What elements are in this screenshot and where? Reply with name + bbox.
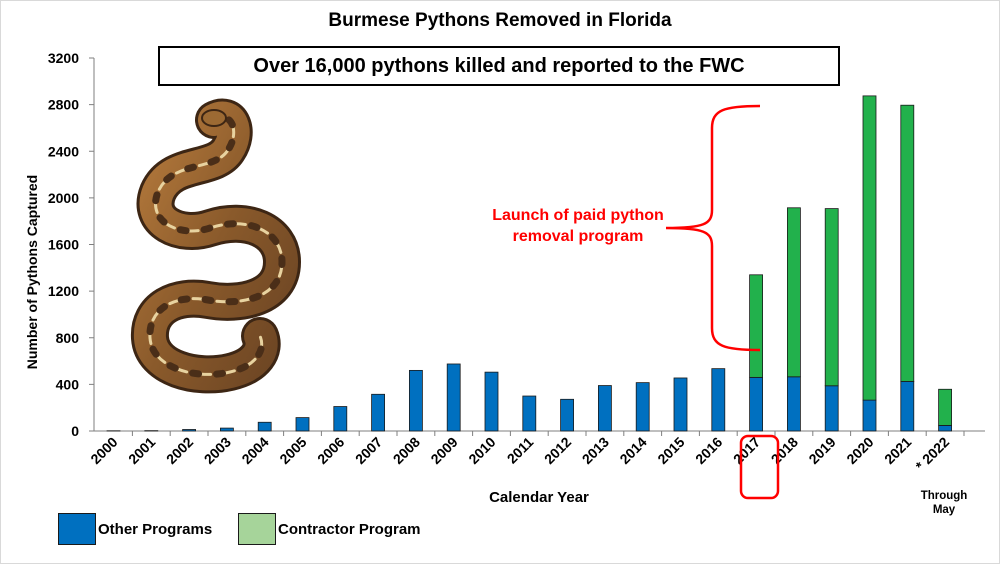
legend-label-contractor-program: Contractor Program [278,520,421,538]
x-tick-label: 2002 [163,434,196,467]
footnote: Through May [918,489,970,517]
x-tick-label: 2004 [238,434,271,467]
bar-other-programs-2012 [560,398,574,432]
y-tick-label: 800 [56,330,80,346]
bar-other-programs-2007 [371,393,386,432]
y-tick-label: 2000 [48,190,79,206]
x-axis-label: Calendar Year [489,489,589,506]
bar-contractor-program-2017 [749,274,763,378]
bar-other-programs-2020 [862,399,877,432]
bar-other-programs-2018 [787,376,801,432]
bar-other-programs-2022 [938,425,952,432]
footnote-line-1: Through [920,490,968,502]
bar-contractor-program-2021 [900,104,915,382]
x-tick-label: 2009 [427,434,460,467]
x-tick-label: * 2022 [912,434,952,474]
y-tick-label: 0 [71,423,79,439]
bar-other-programs-2015 [673,377,688,432]
legend-swatch-other-programs [58,513,96,545]
bar-other-programs-2008 [408,369,423,432]
x-tick-label: 2001 [125,434,158,467]
chart-title: Burmese Pythons Removed in Florida [328,10,672,31]
bar-other-programs-2017 [749,376,763,432]
highlight-2017-box [739,434,780,500]
bar-other-programs-2006 [333,406,348,432]
x-tick-label: 2018 [768,434,801,467]
bar-other-programs-2016 [711,368,726,432]
legend-item-contractor-program: Contractor Program [238,512,421,546]
bar-other-programs-2005 [295,417,310,432]
y-axis-label: Number of Pythons Captured [24,175,40,369]
x-tick-label: 2008 [390,434,423,467]
footnote-line-2: May [932,504,956,516]
y-tick-label: 2800 [48,97,79,113]
python-illustration [131,98,302,394]
x-tick-label: 2005 [276,434,309,467]
bar-other-programs-2014 [635,382,650,432]
legend-item-other-programs: Other Programs [58,512,212,546]
y-tick-label: 1200 [48,283,79,299]
x-tick-label: 2010 [465,434,498,467]
x-tick-label: 2015 [654,434,687,467]
bar-contractor-program-2018 [787,207,801,378]
bar-contractor-program-2022 [938,388,952,426]
x-tick-label: 2007 [352,434,385,467]
bar-other-programs-2010 [484,371,499,432]
annotation-text: Launch of paid python removal program [458,205,698,247]
legend-swatch-contractor-program [238,513,276,545]
chart-subtitle: Over 16,000 pythons killed and reported … [158,46,840,86]
bar-other-programs-2002 [182,429,197,432]
y-tick-label: 1600 [48,237,79,253]
x-tick-label: 2016 [692,434,725,467]
bar-other-programs-2009 [446,363,461,432]
y-tick-label: 3200 [48,50,79,66]
x-tick-label: 2020 [843,434,876,467]
bar-other-programs-2019 [824,385,839,432]
annotation-line-2: removal program [512,228,644,245]
y-tick-label: 2400 [48,143,79,159]
x-tick-label: 2011 [504,434,537,467]
bar-contractor-program-2019 [824,208,839,387]
x-tick-label: 2003 [201,434,234,467]
x-tick-label: 2019 [805,434,838,467]
bar-other-programs-2021 [900,381,915,432]
bar-other-programs-2011 [522,395,537,432]
x-tick-label: 2006 [314,434,347,467]
x-tick-label: 2012 [541,434,574,467]
bar-other-programs-2004 [257,421,272,432]
x-tick-label: 2021 [881,434,914,467]
bar-other-programs-2013 [598,385,612,432]
bar-other-programs-2003 [219,427,234,432]
legend-label-other-programs: Other Programs [98,520,213,538]
annotation-line-1: Launch of paid python [492,207,664,224]
bar-contractor-program-2020 [862,95,877,401]
x-tick-label: 2013 [579,434,612,467]
y-tick-label: 400 [56,376,80,392]
bars [106,95,952,432]
annotation-bracket [665,104,761,352]
x-tick-label: 2000 [87,434,120,467]
x-tick-label: 2017 [730,434,763,467]
x-tick-label: 2014 [616,434,649,467]
